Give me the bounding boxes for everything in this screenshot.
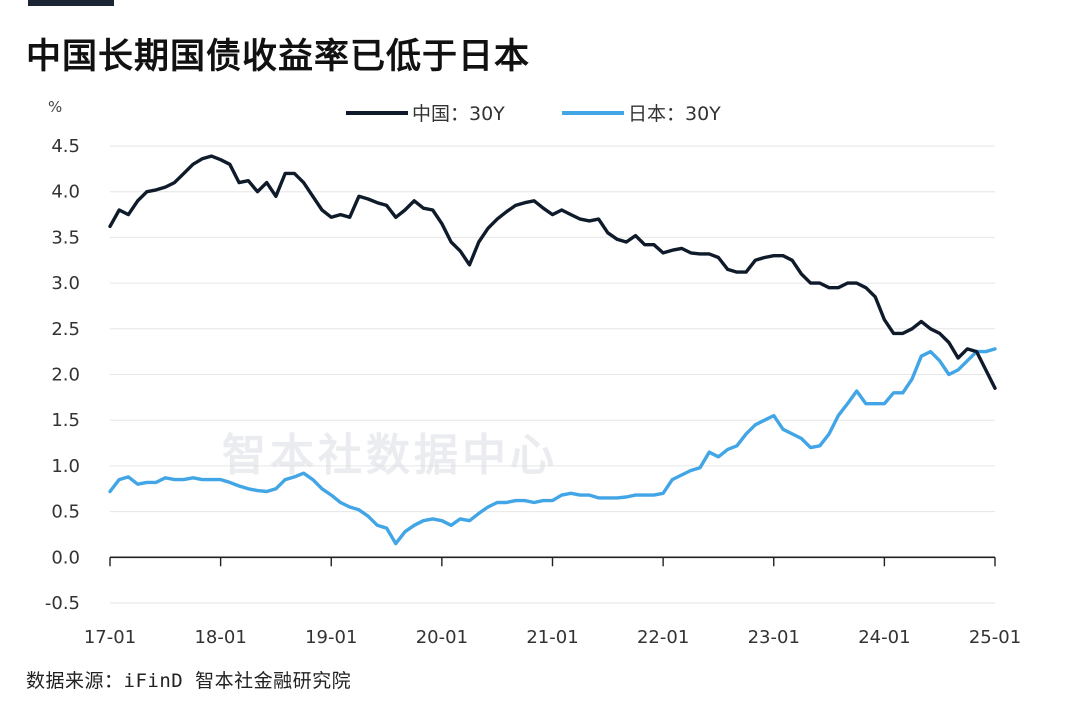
y-tick-label: 0.0 (51, 547, 80, 568)
x-tick-label: 19-01 (305, 627, 357, 648)
y-tick-label: 0.5 (51, 502, 80, 523)
legend-label-china: 中国：30Y (412, 103, 505, 125)
series-lines (108, 154, 997, 546)
x-tick-label: 24-01 (858, 627, 910, 648)
title-accent-bar (28, 0, 114, 6)
x-tick-label: 17-01 (84, 627, 136, 648)
y-tick-label: 4.0 (51, 182, 80, 203)
x-tick-label: 23-01 (748, 627, 800, 648)
y-tick-label: 1.0 (51, 456, 80, 477)
series-line-japan (108, 347, 997, 546)
chart-title: 中国长期国债收益率已低于日本 (26, 37, 531, 77)
legend-label-japan: 日本：30Y (628, 103, 721, 125)
y-tick-label: 1.5 (51, 410, 80, 431)
y-tick-label: 3.5 (51, 227, 80, 248)
y-tick-label: -0.5 (45, 593, 80, 614)
x-tick-label: 22-01 (637, 627, 689, 648)
y-tick-label: 2.0 (51, 365, 80, 386)
y-tick-label: 4.5 (51, 136, 80, 157)
x-tick-label: 21-01 (526, 627, 578, 648)
x-tick-label: 25-01 (969, 627, 1021, 648)
y-tick-label: 3.0 (51, 273, 80, 294)
y-axis-unit: % (48, 98, 62, 116)
legend: 中国：30Y 日本：30Y (346, 103, 721, 125)
y-tick-label: 2.5 (51, 319, 80, 340)
x-tick-label: 18-01 (194, 627, 246, 648)
watermark: 智本社数据中心 (222, 430, 558, 481)
source-note: 数据来源：iFinD 智本社金融研究院 (26, 670, 352, 692)
y-axis-ticks: 4.5 4.0 3.5 3.0 2.5 2.0 1.5 1.0 0.5 0.0 -0.5 (45, 136, 80, 614)
x-tick-label: 20-01 (416, 627, 468, 648)
x-axis-ticks: 17-01 18-01 19-01 20-01 21-01 22-01 23-01 24-01… (84, 557, 1021, 648)
series-line-china (108, 154, 997, 390)
